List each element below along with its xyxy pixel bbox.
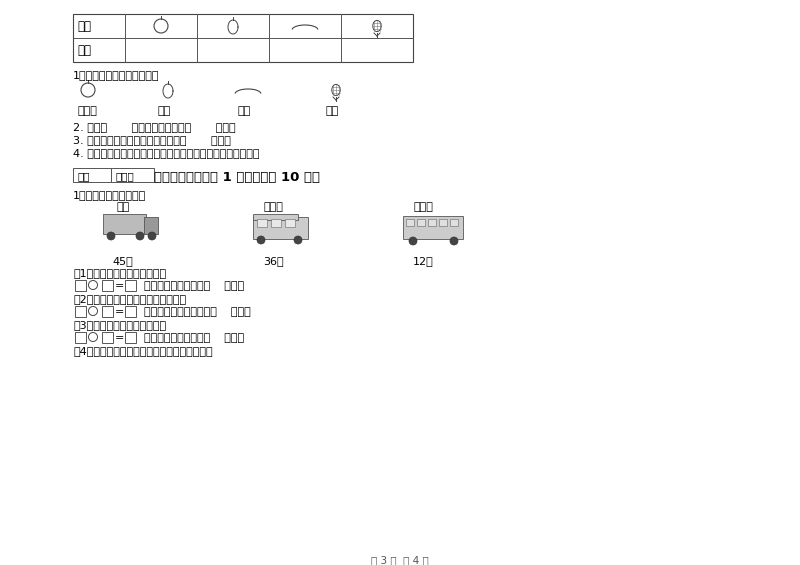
Text: （3）大客车比卡车少多少辆？: （3）大客车比卡车少多少辆？ [73,320,166,330]
Bar [75,332,86,343]
Bar [102,332,113,343]
Text: 4. 六一儿童节王老师想为同学们买一些水果，你有什么建议？: 4. 六一儿童节王老师想为同学们买一些水果，你有什么建议？ [73,148,259,158]
Text: =: = [115,333,124,343]
Text: 45辆: 45辆 [113,256,134,266]
Circle shape [409,237,417,245]
Text: =: = [115,307,124,317]
Text: （2）面包车和大客车一共有多少辆？: （2）面包车和大客车一共有多少辆？ [73,294,186,304]
Circle shape [294,236,302,244]
Bar [103,214,146,234]
Text: 12辆: 12辆 [413,256,434,266]
Text: 1、把记录结果填在下表中。: 1、把记录结果填在下表中。 [73,70,159,80]
Bar [253,214,298,220]
Bar [271,219,281,227]
Bar [257,219,267,227]
Text: =: = [115,281,124,291]
Text: 人数: 人数 [77,44,91,57]
Circle shape [136,232,144,240]
Circle shape [148,232,156,240]
Bar [73,168,111,182]
Bar [125,332,136,343]
Bar [125,280,136,291]
Text: 十一、附加题（共 1 大题，共计 10 分）: 十一、附加题（共 1 大题，共计 10 分） [154,171,319,184]
Text: 36辆: 36辆 [262,256,283,266]
Text: （1）卡车比面包车多多少辆？: （1）卡车比面包车多多少辆？ [73,268,166,278]
Bar [428,219,436,226]
Text: 卡车: 卡车 [116,202,130,212]
Text: 答：面包车和大客车共（    ）辆。: 答：面包车和大客车共（ ）辆。 [144,307,250,317]
Bar [102,280,113,291]
Text: 1、根据图片信息解题：: 1、根据图片信息解题： [73,190,146,200]
Bar [73,14,413,62]
Circle shape [107,232,115,240]
Text: 第 3 页  共 4 页: 第 3 页 共 4 页 [371,555,429,565]
Text: 面包车: 面包车 [263,202,283,212]
Bar [406,219,414,226]
Text: 评卷人: 评卷人 [115,171,134,181]
Text: 得分: 得分 [77,171,90,181]
Text: （4）你还能提出什么数学问题并列式解答吗？: （4）你还能提出什么数学问题并列式解答吗？ [73,346,213,356]
Bar [439,219,447,226]
Bar [403,216,463,239]
Bar [450,219,458,226]
Text: 大客车: 大客车 [413,202,433,212]
Text: 答：卡车比面包车多（    ）辆。: 答：卡车比面包车多（ ）辆。 [144,281,244,291]
Bar [75,306,86,317]
Text: 2. 爱吃（       ）的人数最多，有（       ）人。: 2. 爱吃（ ）的人数最多，有（ ）人。 [73,122,236,132]
Text: 答：大客车比卡车少（    ）辆。: 答：大客车比卡车少（ ）辆。 [144,333,244,343]
Text: 正下: 正下 [326,106,339,116]
Bar [102,306,113,317]
Circle shape [257,236,265,244]
Bar [111,168,154,182]
Bar [125,306,136,317]
Bar [144,217,158,234]
Circle shape [450,237,458,245]
Bar [75,280,86,291]
Bar [253,217,308,239]
Bar [285,219,295,227]
Text: 水果: 水果 [77,20,91,33]
Text: 正一: 正一 [238,106,251,116]
Text: 正下: 正下 [158,106,171,116]
Bar [417,219,425,226]
Text: 正正一: 正正一 [78,106,98,116]
Text: 3. 爱吃香蕉的人数比爱吃苹果的少（       ）人。: 3. 爱吃香蕉的人数比爱吃苹果的少（ ）人。 [73,135,231,145]
